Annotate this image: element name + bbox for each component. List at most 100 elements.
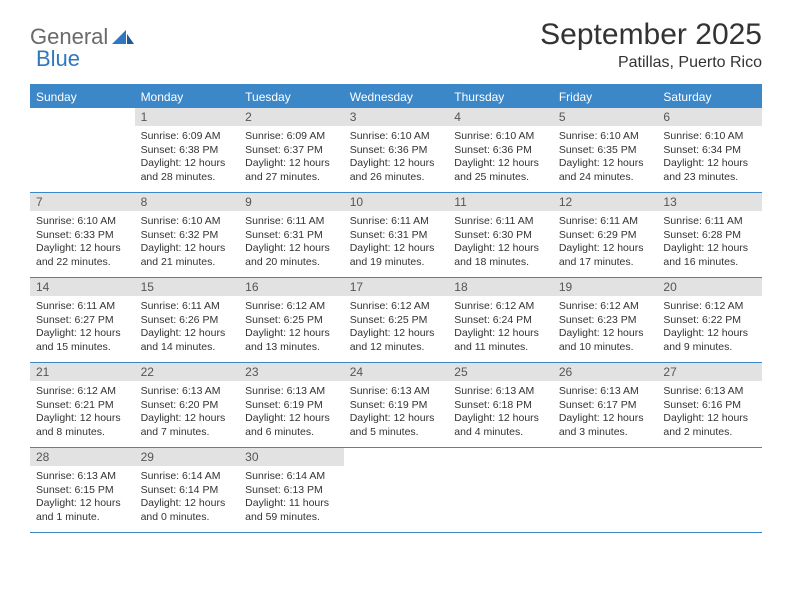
calendar-cell bbox=[553, 448, 658, 532]
day-number: 4 bbox=[448, 108, 553, 126]
day-details: Sunrise: 6:12 AMSunset: 6:24 PMDaylight:… bbox=[448, 296, 553, 361]
calendar-week: 1Sunrise: 6:09 AMSunset: 6:38 PMDaylight… bbox=[30, 108, 762, 193]
day-number: 29 bbox=[135, 448, 240, 466]
dow-header: Saturday bbox=[657, 86, 762, 108]
calendar-cell: 1Sunrise: 6:09 AMSunset: 6:38 PMDaylight… bbox=[135, 108, 240, 192]
day-of-week-row: SundayMondayTuesdayWednesdayThursdayFrid… bbox=[30, 86, 762, 108]
dow-header: Friday bbox=[553, 86, 658, 108]
day-number: 2 bbox=[239, 108, 344, 126]
day-number: 30 bbox=[239, 448, 344, 466]
calendar-cell: 25Sunrise: 6:13 AMSunset: 6:18 PMDayligh… bbox=[448, 363, 553, 447]
header: General September 2025 Patillas, Puerto … bbox=[30, 18, 762, 72]
day-number: 20 bbox=[657, 278, 762, 296]
dow-header: Monday bbox=[135, 86, 240, 108]
calendar-cell: 13Sunrise: 6:11 AMSunset: 6:28 PMDayligh… bbox=[657, 193, 762, 277]
calendar-cell: 5Sunrise: 6:10 AMSunset: 6:35 PMDaylight… bbox=[553, 108, 658, 192]
day-number: 23 bbox=[239, 363, 344, 381]
day-details: Sunrise: 6:11 AMSunset: 6:29 PMDaylight:… bbox=[553, 211, 658, 276]
calendar-week: 21Sunrise: 6:12 AMSunset: 6:21 PMDayligh… bbox=[30, 363, 762, 448]
calendar-cell: 19Sunrise: 6:12 AMSunset: 6:23 PMDayligh… bbox=[553, 278, 658, 362]
calendar-cell bbox=[344, 448, 449, 532]
day-details: Sunrise: 6:13 AMSunset: 6:19 PMDaylight:… bbox=[344, 381, 449, 446]
day-number bbox=[344, 448, 449, 466]
day-number: 10 bbox=[344, 193, 449, 211]
calendar-body: 1Sunrise: 6:09 AMSunset: 6:38 PMDaylight… bbox=[30, 108, 762, 533]
calendar-cell: 16Sunrise: 6:12 AMSunset: 6:25 PMDayligh… bbox=[239, 278, 344, 362]
day-number bbox=[657, 448, 762, 466]
dow-header: Sunday bbox=[30, 86, 135, 108]
day-number: 8 bbox=[135, 193, 240, 211]
calendar-cell: 6Sunrise: 6:10 AMSunset: 6:34 PMDaylight… bbox=[657, 108, 762, 192]
calendar-cell bbox=[448, 448, 553, 532]
day-number bbox=[30, 108, 135, 126]
calendar-cell: 20Sunrise: 6:12 AMSunset: 6:22 PMDayligh… bbox=[657, 278, 762, 362]
day-details: Sunrise: 6:10 AMSunset: 6:32 PMDaylight:… bbox=[135, 211, 240, 276]
day-number: 18 bbox=[448, 278, 553, 296]
day-details: Sunrise: 6:10 AMSunset: 6:34 PMDaylight:… bbox=[657, 126, 762, 191]
day-details: Sunrise: 6:09 AMSunset: 6:37 PMDaylight:… bbox=[239, 126, 344, 191]
calendar-week: 7Sunrise: 6:10 AMSunset: 6:33 PMDaylight… bbox=[30, 193, 762, 278]
calendar-cell: 2Sunrise: 6:09 AMSunset: 6:37 PMDaylight… bbox=[239, 108, 344, 192]
day-details: Sunrise: 6:11 AMSunset: 6:31 PMDaylight:… bbox=[344, 211, 449, 276]
day-number: 5 bbox=[553, 108, 658, 126]
calendar-week: 28Sunrise: 6:13 AMSunset: 6:15 PMDayligh… bbox=[30, 448, 762, 533]
day-number: 1 bbox=[135, 108, 240, 126]
dow-header: Tuesday bbox=[239, 86, 344, 108]
day-number bbox=[448, 448, 553, 466]
calendar-cell: 4Sunrise: 6:10 AMSunset: 6:36 PMDaylight… bbox=[448, 108, 553, 192]
day-details: Sunrise: 6:10 AMSunset: 6:36 PMDaylight:… bbox=[448, 126, 553, 191]
calendar-cell bbox=[30, 108, 135, 192]
day-number: 26 bbox=[553, 363, 658, 381]
day-details: Sunrise: 6:13 AMSunset: 6:18 PMDaylight:… bbox=[448, 381, 553, 446]
calendar-cell: 29Sunrise: 6:14 AMSunset: 6:14 PMDayligh… bbox=[135, 448, 240, 532]
day-details: Sunrise: 6:12 AMSunset: 6:25 PMDaylight:… bbox=[239, 296, 344, 361]
day-details: Sunrise: 6:12 AMSunset: 6:22 PMDaylight:… bbox=[657, 296, 762, 361]
day-details: Sunrise: 6:10 AMSunset: 6:33 PMDaylight:… bbox=[30, 211, 135, 276]
day-number: 12 bbox=[553, 193, 658, 211]
day-details: Sunrise: 6:12 AMSunset: 6:25 PMDaylight:… bbox=[344, 296, 449, 361]
day-number: 28 bbox=[30, 448, 135, 466]
logo-word-blue: Blue bbox=[36, 46, 80, 71]
calendar-cell: 3Sunrise: 6:10 AMSunset: 6:36 PMDaylight… bbox=[344, 108, 449, 192]
day-details: Sunrise: 6:11 AMSunset: 6:28 PMDaylight:… bbox=[657, 211, 762, 276]
day-details: Sunrise: 6:14 AMSunset: 6:13 PMDaylight:… bbox=[239, 466, 344, 531]
calendar-cell: 28Sunrise: 6:13 AMSunset: 6:15 PMDayligh… bbox=[30, 448, 135, 532]
day-details: Sunrise: 6:11 AMSunset: 6:30 PMDaylight:… bbox=[448, 211, 553, 276]
day-details: Sunrise: 6:10 AMSunset: 6:36 PMDaylight:… bbox=[344, 126, 449, 191]
calendar-cell: 18Sunrise: 6:12 AMSunset: 6:24 PMDayligh… bbox=[448, 278, 553, 362]
day-number: 19 bbox=[553, 278, 658, 296]
logo-sail-icon bbox=[112, 28, 134, 46]
calendar-cell: 15Sunrise: 6:11 AMSunset: 6:26 PMDayligh… bbox=[135, 278, 240, 362]
day-details: Sunrise: 6:13 AMSunset: 6:19 PMDaylight:… bbox=[239, 381, 344, 446]
day-number: 22 bbox=[135, 363, 240, 381]
day-number: 15 bbox=[135, 278, 240, 296]
calendar-cell: 24Sunrise: 6:13 AMSunset: 6:19 PMDayligh… bbox=[344, 363, 449, 447]
day-details: Sunrise: 6:13 AMSunset: 6:20 PMDaylight:… bbox=[135, 381, 240, 446]
day-number: 17 bbox=[344, 278, 449, 296]
day-number: 11 bbox=[448, 193, 553, 211]
day-details: Sunrise: 6:12 AMSunset: 6:23 PMDaylight:… bbox=[553, 296, 658, 361]
day-number bbox=[553, 448, 658, 466]
day-number: 25 bbox=[448, 363, 553, 381]
calendar-cell: 9Sunrise: 6:11 AMSunset: 6:31 PMDaylight… bbox=[239, 193, 344, 277]
day-number: 21 bbox=[30, 363, 135, 381]
calendar-cell: 17Sunrise: 6:12 AMSunset: 6:25 PMDayligh… bbox=[344, 278, 449, 362]
day-number: 9 bbox=[239, 193, 344, 211]
calendar-cell: 12Sunrise: 6:11 AMSunset: 6:29 PMDayligh… bbox=[553, 193, 658, 277]
title-block: September 2025 Patillas, Puerto Rico bbox=[540, 18, 762, 72]
calendar-cell: 11Sunrise: 6:11 AMSunset: 6:30 PMDayligh… bbox=[448, 193, 553, 277]
calendar-week: 14Sunrise: 6:11 AMSunset: 6:27 PMDayligh… bbox=[30, 278, 762, 363]
calendar-cell: 22Sunrise: 6:13 AMSunset: 6:20 PMDayligh… bbox=[135, 363, 240, 447]
calendar-cell bbox=[657, 448, 762, 532]
day-details: Sunrise: 6:14 AMSunset: 6:14 PMDaylight:… bbox=[135, 466, 240, 531]
calendar-cell: 27Sunrise: 6:13 AMSunset: 6:16 PMDayligh… bbox=[657, 363, 762, 447]
day-details: Sunrise: 6:10 AMSunset: 6:35 PMDaylight:… bbox=[553, 126, 658, 191]
calendar-cell: 21Sunrise: 6:12 AMSunset: 6:21 PMDayligh… bbox=[30, 363, 135, 447]
day-details: Sunrise: 6:11 AMSunset: 6:27 PMDaylight:… bbox=[30, 296, 135, 361]
calendar-page: General September 2025 Patillas, Puerto … bbox=[0, 0, 792, 553]
day-details: Sunrise: 6:11 AMSunset: 6:26 PMDaylight:… bbox=[135, 296, 240, 361]
calendar-cell: 23Sunrise: 6:13 AMSunset: 6:19 PMDayligh… bbox=[239, 363, 344, 447]
dow-header: Wednesday bbox=[344, 86, 449, 108]
day-number: 14 bbox=[30, 278, 135, 296]
day-number: 3 bbox=[344, 108, 449, 126]
